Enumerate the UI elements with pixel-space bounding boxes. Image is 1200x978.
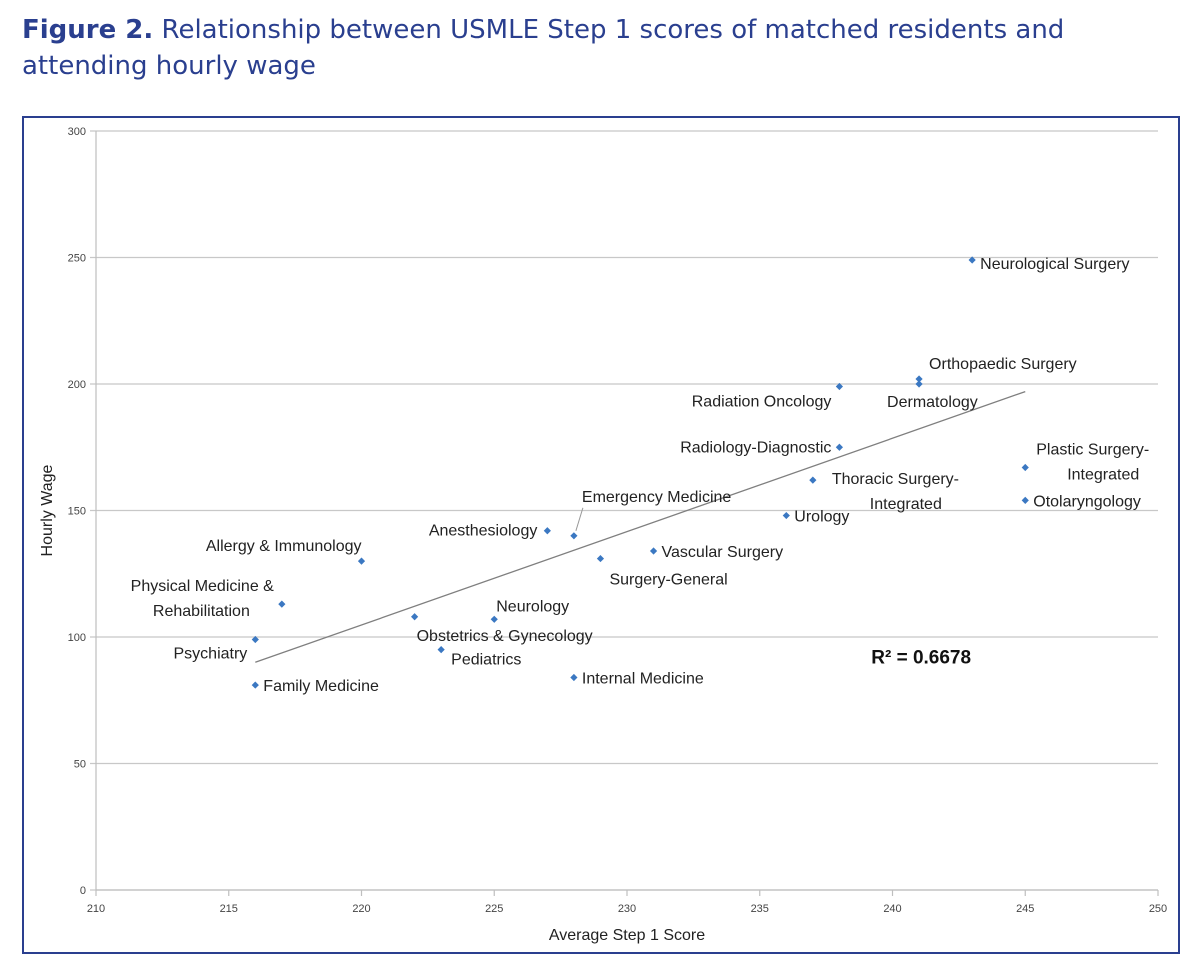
data-label: Internal Medicine xyxy=(582,670,704,687)
data-point xyxy=(915,375,923,383)
data-label: Otolaryngology xyxy=(1033,493,1141,510)
x-tick-label: 240 xyxy=(883,903,901,915)
data-point xyxy=(915,380,923,388)
x-tick-label: 220 xyxy=(352,903,370,915)
scatter-chart: 0 50 100 150 200 250 300 210 215 220 225 230 235 240 2… xyxy=(39,126,1167,944)
data-point xyxy=(570,532,578,540)
data-point xyxy=(835,382,843,391)
y-tick-label: 150 xyxy=(68,506,86,518)
data-label: Integrated xyxy=(1067,466,1139,483)
y-tick-label: 250 xyxy=(68,253,86,265)
data-point xyxy=(357,557,366,565)
y-tick-label: 50 xyxy=(74,759,86,771)
label-leader-line xyxy=(575,507,584,531)
figure-caption: Figure 2. Relationship between USMLE Ste… xyxy=(22,12,1182,84)
data-label: Vascular Surgery xyxy=(662,544,784,561)
data-label: Obstetrics & Gynecology xyxy=(417,628,593,645)
y-tick-label: 300 xyxy=(68,126,86,138)
data-label: Orthopaedic Surgery xyxy=(929,356,1077,373)
trendline xyxy=(255,390,1026,663)
data-label: Thoracic Surgery- xyxy=(832,471,959,488)
x-tick-label: 215 xyxy=(220,903,238,915)
data-point xyxy=(835,443,843,451)
r-squared-annotation: R² = 0.6678 xyxy=(871,648,971,669)
data-point xyxy=(809,476,817,484)
data-point xyxy=(1021,496,1029,504)
data-label: Plastic Surgery- xyxy=(1036,441,1149,458)
y-axis-title: Hourly Wage xyxy=(39,464,56,556)
data-point xyxy=(411,613,419,621)
data-label: Urology xyxy=(794,509,849,526)
data-point xyxy=(251,681,259,689)
data-label: Neurological Surgery xyxy=(980,256,1129,273)
data-point xyxy=(543,527,551,535)
x-tick-label: 250 xyxy=(1149,903,1167,915)
data-label: Physical Medicine & xyxy=(131,578,275,595)
y-tick-label: 100 xyxy=(68,632,86,644)
x-tick-label: 245 xyxy=(1016,903,1034,915)
x-tick-label: 225 xyxy=(485,903,503,915)
data-point xyxy=(570,673,578,682)
x-tick-label: 230 xyxy=(618,903,636,915)
data-label: Family Medicine xyxy=(263,678,379,695)
figure-title: Relationship between USMLE Step 1 scores… xyxy=(22,15,1065,81)
y-tick-label: 0 xyxy=(80,885,86,897)
figure-label: Figure 2. xyxy=(22,15,154,45)
data-label: Dermatology xyxy=(887,394,978,411)
x-tick-label: 210 xyxy=(87,903,105,915)
data-label: Pediatrics xyxy=(451,652,521,669)
chart-frame: 0 50 100 150 200 250 300 210 215 220 225 230 235 240 2… xyxy=(22,116,1180,954)
data-point xyxy=(437,646,445,654)
data-label: Neurology xyxy=(496,598,569,615)
y-tick-label: 200 xyxy=(68,379,86,391)
data-label: Rehabilitation xyxy=(153,603,250,620)
data-point xyxy=(278,600,286,608)
data-label: Allergy & Immunology xyxy=(206,538,362,555)
data-label: Radiation Oncology xyxy=(692,394,832,411)
data-label: Emergency Medicine xyxy=(582,489,732,506)
data-label: Radiology-Diagnostic xyxy=(680,439,831,456)
data-point xyxy=(490,615,498,623)
x-axis-title: Average Step 1 Score xyxy=(549,927,705,944)
data-point xyxy=(1021,463,1029,472)
data-point xyxy=(649,547,658,555)
data-label: Surgery-General xyxy=(609,572,727,589)
data-label: Anesthesiology xyxy=(429,523,538,540)
data-point xyxy=(782,511,790,520)
data-label: Integrated xyxy=(870,496,942,513)
data-point xyxy=(596,554,605,563)
data-label: Psychiatry xyxy=(174,646,248,663)
x-tick-label: 235 xyxy=(751,903,769,915)
